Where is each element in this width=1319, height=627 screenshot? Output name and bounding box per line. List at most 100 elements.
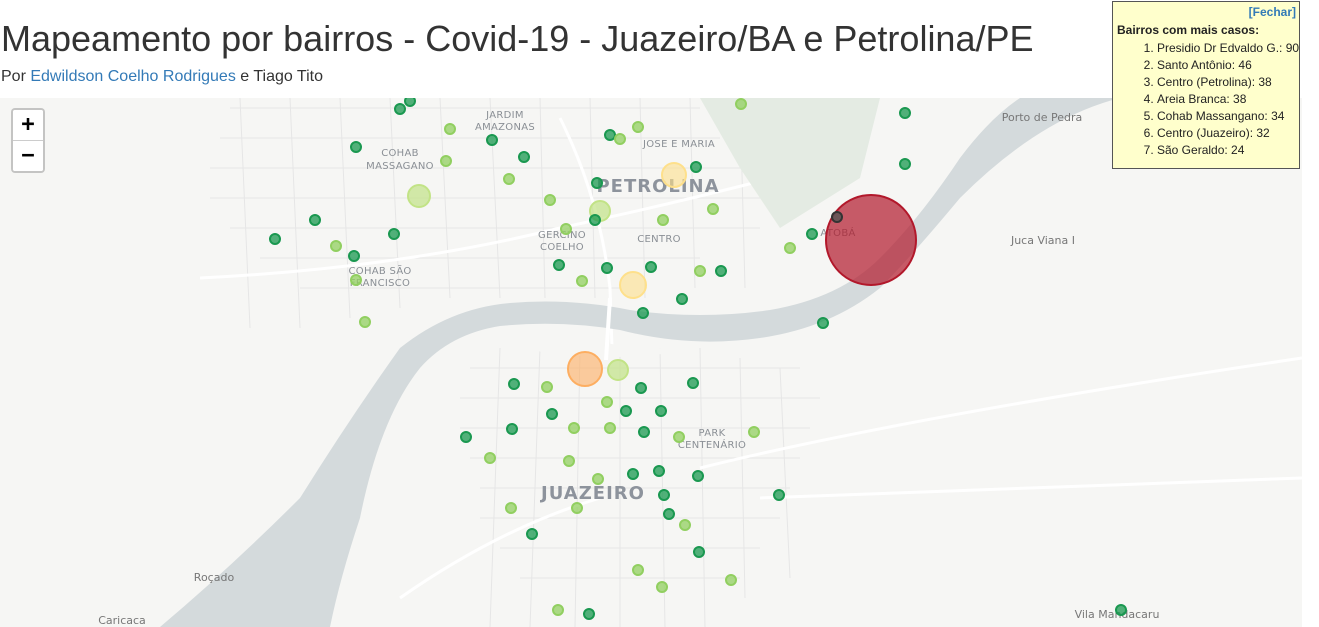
case-marker[interactable]: [563, 455, 575, 467]
case-marker[interactable]: [460, 431, 472, 443]
case-marker[interactable]: [693, 546, 705, 558]
case-marker[interactable]: [655, 405, 667, 417]
case-marker[interactable]: [604, 129, 616, 141]
case-marker[interactable]: [817, 317, 829, 329]
case-marker[interactable]: [604, 422, 616, 434]
list-item: Centro (Juazeiro): 32: [1157, 125, 1299, 142]
case-marker-centro-juazeiro[interactable]: [607, 359, 629, 381]
case-marker[interactable]: [508, 378, 520, 390]
label-juazeiro: JUAZEIRO: [539, 483, 645, 504]
case-marker[interactable]: [632, 564, 644, 576]
case-marker[interactable]: [552, 604, 564, 616]
case-marker[interactable]: [440, 155, 452, 167]
case-marker[interactable]: [638, 426, 650, 438]
case-marker[interactable]: [627, 468, 639, 480]
case-marker[interactable]: [359, 316, 371, 328]
zoom-out-button[interactable]: −: [13, 141, 43, 171]
case-marker[interactable]: [614, 133, 626, 145]
zoom-in-button[interactable]: +: [13, 110, 43, 141]
case-marker[interactable]: [645, 261, 657, 273]
case-marker-cohab-massangano[interactable]: [407, 184, 431, 208]
case-marker[interactable]: [707, 203, 719, 215]
case-marker[interactable]: [806, 228, 818, 240]
case-marker[interactable]: [632, 121, 644, 133]
label-cohab-sao-francisco: COHAB SÃO: [348, 264, 411, 277]
case-marker[interactable]: [553, 259, 565, 271]
case-marker[interactable]: [589, 214, 601, 226]
case-marker[interactable]: [656, 581, 668, 593]
case-marker[interactable]: [592, 473, 604, 485]
case-marker[interactable]: [899, 158, 911, 170]
case-marker[interactable]: [653, 465, 665, 477]
case-marker[interactable]: [486, 134, 498, 146]
case-marker[interactable]: [690, 161, 702, 173]
case-marker[interactable]: [692, 470, 704, 482]
case-marker[interactable]: [687, 377, 699, 389]
case-marker[interactable]: [725, 574, 737, 586]
river: [160, 98, 1120, 627]
case-marker[interactable]: [1115, 604, 1127, 616]
case-marker[interactable]: [484, 452, 496, 464]
case-marker[interactable]: [637, 307, 649, 319]
list-item: Areia Branca: 38: [1157, 91, 1299, 108]
case-marker[interactable]: [831, 211, 843, 223]
case-marker[interactable]: [505, 502, 517, 514]
case-marker[interactable]: [526, 528, 538, 540]
case-marker[interactable]: [784, 242, 796, 254]
case-markers[interactable]: [407, 162, 917, 387]
case-marker-santo-antonio[interactable]: [567, 351, 603, 387]
case-marker-centro-petrolina[interactable]: [661, 162, 687, 188]
case-marker[interactable]: [444, 123, 456, 135]
case-marker[interactable]: [388, 228, 400, 240]
case-marker[interactable]: [676, 293, 688, 305]
label-porto-de-pedra: Porto de Pedra: [1002, 111, 1083, 124]
case-marker[interactable]: [601, 396, 613, 408]
case-marker[interactable]: [748, 426, 760, 438]
small-case-markers[interactable]: [269, 98, 1127, 620]
case-marker[interactable]: [269, 233, 281, 245]
case-marker[interactable]: [506, 423, 518, 435]
case-marker[interactable]: [601, 262, 613, 274]
case-marker[interactable]: [657, 214, 669, 226]
list-item: Presidio Dr Edvaldo G.: 90: [1157, 40, 1299, 57]
case-marker[interactable]: [544, 194, 556, 206]
case-marker-presidio[interactable]: [825, 194, 917, 286]
case-marker[interactable]: [546, 408, 558, 420]
case-marker[interactable]: [568, 422, 580, 434]
case-marker-areia-branca[interactable]: [619, 271, 647, 299]
case-marker[interactable]: [350, 141, 362, 153]
case-marker[interactable]: [773, 489, 785, 501]
case-marker[interactable]: [591, 177, 603, 189]
case-marker[interactable]: [715, 265, 727, 277]
case-marker[interactable]: [394, 103, 406, 115]
case-marker[interactable]: [576, 275, 588, 287]
byline-and: e: [240, 68, 250, 85]
bridge: [604, 297, 612, 361]
case-marker[interactable]: [694, 265, 706, 277]
case-marker[interactable]: [348, 250, 360, 262]
map-canvas[interactable]: JARDIM AMAZONAS JOSE E MARIA COHAB MASSA…: [0, 98, 1302, 627]
case-marker[interactable]: [899, 107, 911, 119]
case-marker[interactable]: [583, 608, 595, 620]
case-marker[interactable]: [663, 508, 675, 520]
case-marker[interactable]: [404, 98, 416, 107]
case-marker[interactable]: [309, 214, 321, 226]
case-marker[interactable]: [635, 382, 647, 394]
author-link[interactable]: Edwildson Coelho Rodrigues: [30, 68, 236, 85]
case-marker[interactable]: [620, 405, 632, 417]
case-marker[interactable]: [350, 274, 362, 286]
case-marker[interactable]: [330, 240, 342, 252]
case-marker[interactable]: [560, 223, 572, 235]
case-marker[interactable]: [571, 502, 583, 514]
case-marker[interactable]: [503, 173, 515, 185]
label-cohab-massagano-2: MASSAGANO: [366, 161, 434, 172]
case-marker[interactable]: [679, 519, 691, 531]
coauthor-name: Tiago Tito: [253, 68, 323, 85]
close-panel-link[interactable]: [Fechar]: [1248, 5, 1296, 19]
case-marker[interactable]: [658, 489, 670, 501]
case-marker[interactable]: [673, 431, 685, 443]
case-marker[interactable]: [735, 98, 747, 110]
case-marker[interactable]: [541, 381, 553, 393]
map[interactable]: JARDIM AMAZONAS JOSE E MARIA COHAB MASSA…: [0, 98, 1302, 627]
case-marker[interactable]: [518, 151, 530, 163]
